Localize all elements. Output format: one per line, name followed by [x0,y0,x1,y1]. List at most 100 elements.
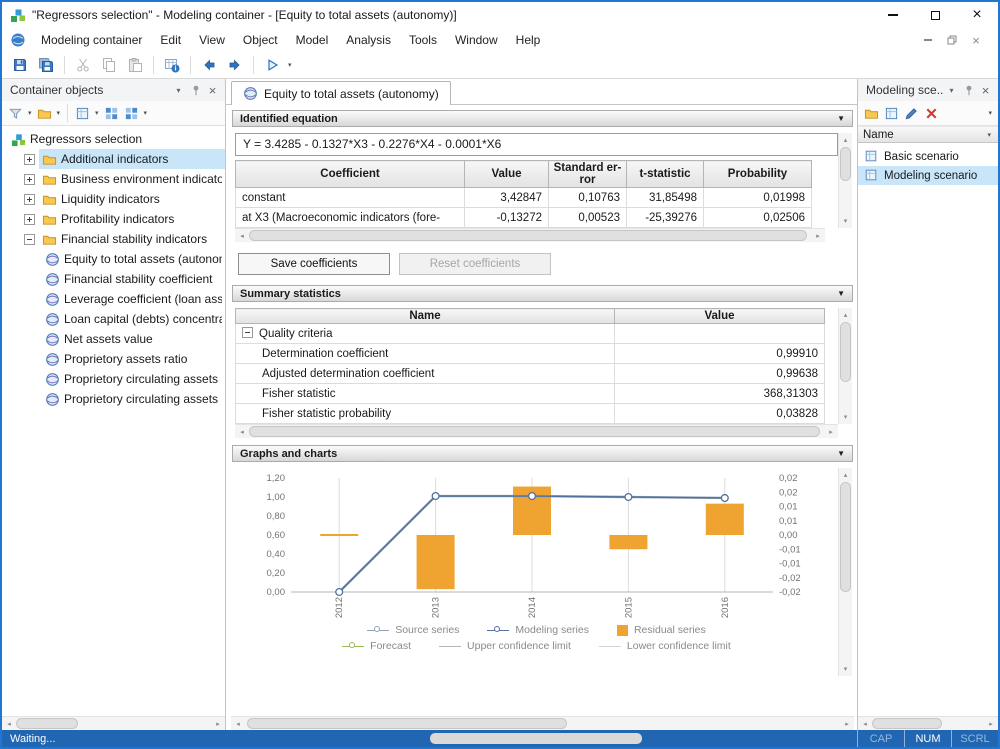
scroll-left-icon[interactable] [235,229,249,242]
toolbar-overflow-dropdown-icon[interactable] [986,109,994,117]
menu-analysis[interactable]: Analysis [346,33,391,47]
tree-leaf-leverage-coefficient[interactable]: Leverage coefficient (loan assets) [2,289,225,309]
tree-folder-business-environment[interactable]: Business environment indicators [2,169,225,189]
scroll-right-icon[interactable] [840,717,854,730]
equation-vscrollbar[interactable] [838,133,852,228]
scroll-up-icon[interactable] [839,308,852,322]
filter-dropdown-icon[interactable] [26,109,34,117]
scroll-thumb[interactable] [872,718,942,729]
column-header[interactable]: Standard er-ror [548,160,627,188]
tree-leaf-proprietory-circulating-assets-2[interactable]: Proprietory circulating assets [2,389,225,409]
group-row[interactable]: Quality criteria [235,323,825,344]
scroll-thumb[interactable] [249,426,820,437]
column-header[interactable]: Probability [703,160,812,188]
view-dropdown-icon[interactable] [93,109,101,117]
collapse-icon[interactable] [24,233,35,245]
run-dropdown-icon[interactable] [286,61,294,69]
folder-dropdown-icon[interactable] [55,109,63,117]
menu-tools[interactable]: Tools [408,33,437,47]
tree-leaf-proprietory-assets-ratio[interactable]: Proprietory assets ratio [2,349,225,369]
left-panel-hscrollbar[interactable] [2,716,225,730]
save-coefficients-button[interactable]: Save coefficients [238,253,390,275]
back-button[interactable] [197,54,221,76]
column-header-name[interactable]: Name [235,308,615,324]
column-header[interactable]: Coefficient [235,160,465,188]
scroll-up-icon[interactable] [839,468,852,482]
scenario-name-column-header[interactable]: Name [858,126,998,143]
scroll-left-icon[interactable] [235,425,249,438]
table-row[interactable]: Adjusted determination coefficient 0,996… [235,363,825,384]
scroll-thumb[interactable] [840,322,851,382]
list-item-basic-scenario[interactable]: Basic scenario [858,147,998,166]
tree-leaf-financial-stability-coefficient[interactable]: Financial stability coefficient [2,269,225,289]
menu-object[interactable]: Object [242,33,278,47]
column-header-value[interactable]: Value [614,308,825,324]
edit-scenario-button[interactable] [902,103,921,123]
scroll-right-icon[interactable] [824,425,838,438]
delete-scenario-button[interactable] [922,103,941,123]
minimize-button[interactable] [872,3,914,28]
tab-equity-to-total-assets[interactable]: Equity to total assets (autonomy) [231,81,451,105]
chart-vscrollbar[interactable] [838,468,852,676]
menu-edit[interactable]: Edit [160,33,182,47]
maximize-button[interactable] [914,3,956,28]
sort-view-button[interactable] [122,103,141,123]
column-header[interactable]: t-statistic [626,160,704,188]
collapse-section-icon[interactable] [837,114,845,123]
menu-window[interactable]: Window [454,33,498,47]
summary-hscrollbar[interactable] [235,424,838,438]
forward-button[interactable] [223,54,247,76]
scroll-thumb[interactable] [247,718,567,729]
scroll-right-icon[interactable] [811,229,825,242]
list-item-modeling-scenario[interactable]: Modeling scenario [858,166,998,185]
filter-button[interactable] [6,103,25,123]
tree-folder-profitability[interactable]: Profitability indicators [2,209,225,229]
tree-folder-financial-stability[interactable]: Financial stability indicators [2,229,225,249]
collapse-group-icon[interactable] [242,327,253,338]
grid-view-button[interactable] [102,103,121,123]
panel-menu-dropdown-icon[interactable] [170,82,187,99]
table-row[interactable]: Determination coefficient 0,99910 [235,343,825,364]
mdi-minimize-button[interactable] [918,32,938,48]
run-button[interactable] [260,54,284,76]
scroll-thumb[interactable] [249,230,807,241]
scroll-right-icon[interactable] [211,717,225,730]
column-header[interactable]: Value [464,160,549,188]
mdi-close-button[interactable]: × [972,32,980,48]
collapse-section-icon[interactable] [837,449,845,458]
scroll-thumb[interactable] [840,482,851,592]
equation-hscrollbar[interactable] [235,228,825,242]
menu-help[interactable]: Help [515,33,541,47]
scroll-up-icon[interactable] [839,133,852,147]
expand-icon[interactable] [24,173,35,185]
pin-icon[interactable] [187,82,204,99]
view-mode-button[interactable] [73,103,92,123]
new-scenario-folder-button[interactable] [862,103,881,123]
new-folder-button[interactable] [35,103,54,123]
save-all-button[interactable] [34,54,58,76]
scroll-left-icon[interactable] [2,717,16,730]
save-button[interactable] [8,54,32,76]
tree-folder-liquidity[interactable]: Liquidity indicators [2,189,225,209]
tree-leaf-loan-capital-concentration[interactable]: Loan capital (debts) concentration [2,309,225,329]
panel-close-icon[interactable]: × [208,82,217,98]
scroll-down-icon[interactable] [839,410,852,424]
main-hscrollbar[interactable] [231,716,854,730]
right-panel-hscrollbar[interactable] [858,716,998,730]
export-table-button[interactable] [160,54,184,76]
scroll-thumb[interactable] [840,147,851,181]
scroll-down-icon[interactable] [839,662,852,676]
tree-leaf-net-assets-value[interactable]: Net assets value [2,329,225,349]
tree-root[interactable]: Regressors selection [2,129,225,149]
menu-model[interactable]: Model [295,33,329,47]
menu-view[interactable]: View [199,33,225,47]
new-scenario-button[interactable] [882,103,901,123]
expand-icon[interactable] [24,193,35,205]
table-row[interactable]: Fisher statistic probability 0,03828 [235,403,825,424]
expand-icon[interactable] [24,213,35,225]
scroll-down-icon[interactable] [839,214,852,228]
mdi-restore-button[interactable] [942,32,962,48]
table-row[interactable]: constant 3,42847 0,10763 31,85498 0,0199… [235,187,812,208]
table-row[interactable]: at X3 (Macroeconomic indicators (fore- -… [235,207,812,228]
scroll-left-icon[interactable] [231,717,245,730]
